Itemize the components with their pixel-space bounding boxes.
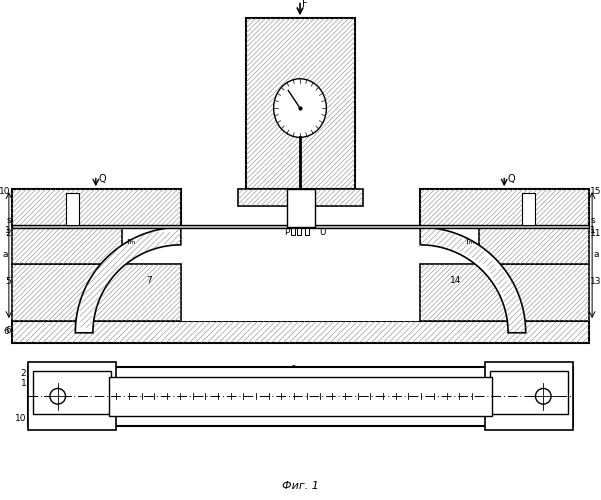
Text: 9: 9 xyxy=(291,365,326,384)
Circle shape xyxy=(50,388,66,404)
Text: 10: 10 xyxy=(15,414,26,422)
Text: 1: 1 xyxy=(590,226,596,234)
Text: Q: Q xyxy=(99,174,106,184)
Text: 4: 4 xyxy=(248,156,254,164)
Text: T: T xyxy=(344,192,349,202)
Bar xyxy=(12,228,122,264)
Text: 6: 6 xyxy=(5,326,11,336)
Text: s: s xyxy=(6,216,11,226)
Bar xyxy=(181,228,420,321)
PathPatch shape xyxy=(75,228,181,333)
Bar xyxy=(305,228,309,235)
Text: 11: 11 xyxy=(590,228,601,237)
Bar xyxy=(490,371,568,414)
Bar xyxy=(33,371,111,414)
Bar xyxy=(420,189,589,228)
Text: a: a xyxy=(593,250,599,259)
Text: 10: 10 xyxy=(0,187,11,196)
Text: G: G xyxy=(275,190,282,200)
Bar xyxy=(479,228,589,264)
Bar xyxy=(246,18,355,189)
Bar xyxy=(28,367,573,426)
Ellipse shape xyxy=(273,79,326,138)
Text: B: B xyxy=(86,202,92,210)
Text: U: U xyxy=(320,228,326,236)
Bar xyxy=(12,321,589,342)
Text: F: F xyxy=(302,0,308,8)
Text: P: P xyxy=(284,228,289,236)
Bar xyxy=(287,189,315,228)
Text: Фиг. 1: Фиг. 1 xyxy=(282,481,319,491)
Bar xyxy=(291,228,295,235)
Text: rₘ: rₘ xyxy=(466,238,475,246)
Text: 6: 6 xyxy=(3,328,9,336)
Text: 1: 1 xyxy=(20,378,26,388)
Text: V: V xyxy=(509,202,515,210)
Text: 2: 2 xyxy=(5,228,11,237)
Text: a: a xyxy=(2,250,8,259)
Text: 1: 1 xyxy=(5,226,11,234)
Bar xyxy=(12,226,589,228)
Text: 7: 7 xyxy=(146,276,151,284)
Text: 15: 15 xyxy=(590,187,601,196)
Text: 12: 12 xyxy=(575,192,586,202)
Text: s: s xyxy=(590,216,595,226)
Text: 13: 13 xyxy=(590,278,601,286)
PathPatch shape xyxy=(420,228,526,333)
Bar xyxy=(109,376,492,416)
Bar xyxy=(66,193,79,226)
Bar xyxy=(28,362,117,430)
Bar xyxy=(484,362,573,430)
Text: 2: 2 xyxy=(21,369,26,378)
Bar xyxy=(239,189,362,206)
Text: rₘ: rₘ xyxy=(126,238,135,246)
Bar xyxy=(420,264,589,321)
Text: Q: Q xyxy=(507,174,514,184)
Text: 5: 5 xyxy=(5,278,11,286)
Text: 3: 3 xyxy=(15,192,20,202)
Text: 14: 14 xyxy=(450,276,461,284)
Text: 8: 8 xyxy=(329,76,353,102)
Bar xyxy=(12,189,181,228)
Text: W: W xyxy=(571,202,580,210)
Bar xyxy=(297,228,301,235)
Text: A: A xyxy=(26,202,32,210)
Text: rₚ: rₚ xyxy=(288,190,296,200)
Bar xyxy=(522,193,535,226)
Circle shape xyxy=(535,388,551,404)
Bar xyxy=(12,264,181,321)
